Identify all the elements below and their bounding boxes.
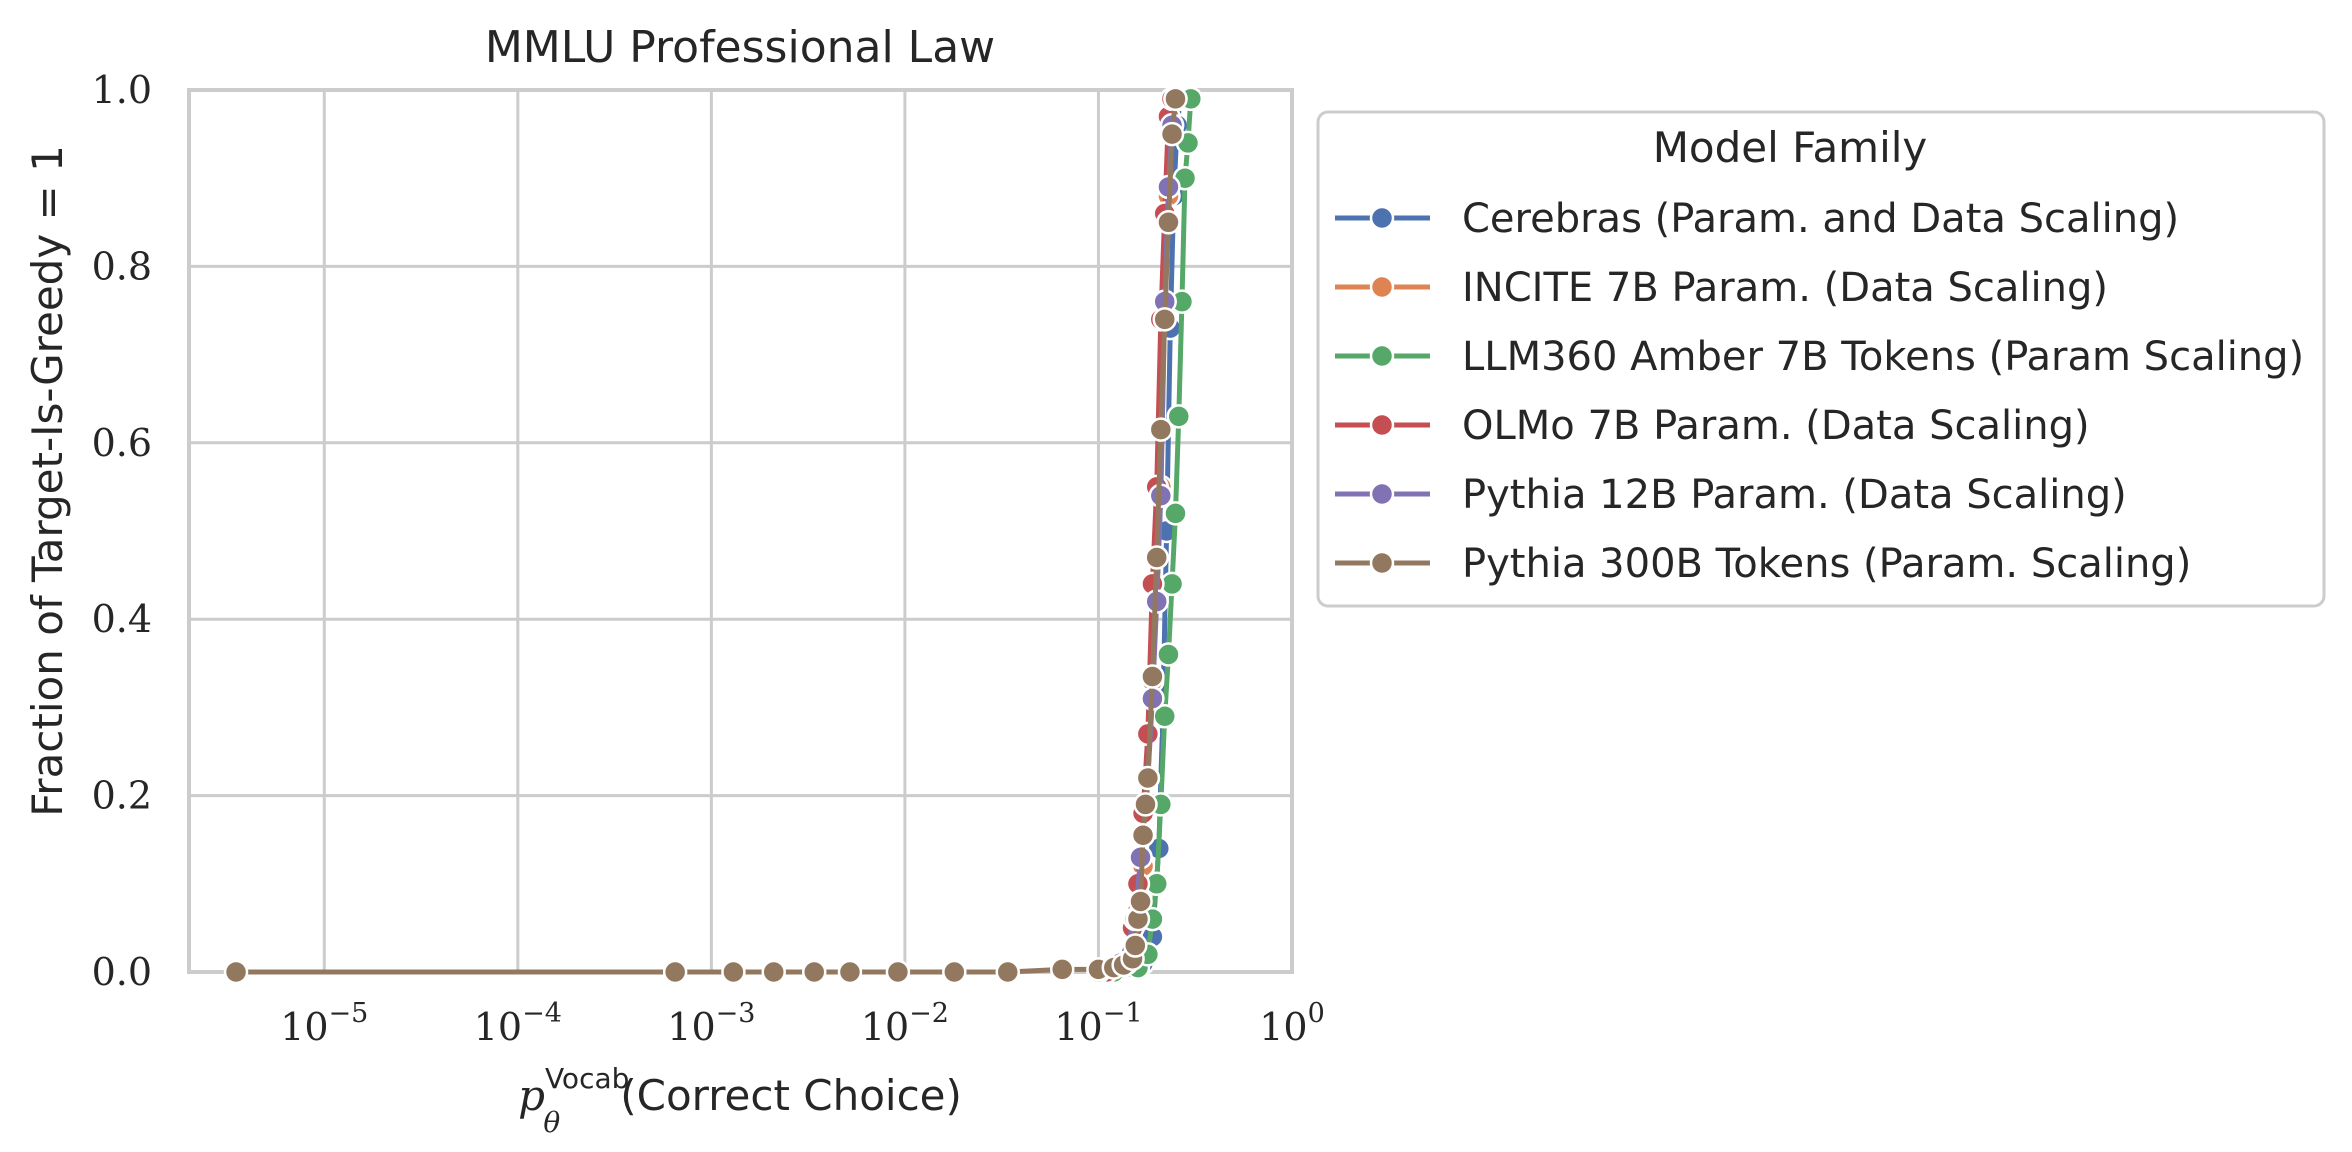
- legend-item: OLMo 7B Param. (Data Scaling): [1335, 403, 2090, 449]
- y-axis-label: Fraction of Target-Is-Greedy = 1: [23, 145, 72, 817]
- legend-label: INCITE 7B Param. (Data Scaling): [1462, 265, 2108, 311]
- chart-title: MMLU Professional Law: [485, 22, 995, 73]
- legend-marker: [1369, 343, 1395, 369]
- data-point: [1140, 664, 1165, 689]
- x-axis-label-superscript: Vocab: [545, 1062, 629, 1095]
- data-point: [1144, 545, 1169, 570]
- y-tick-label: 0.6: [92, 421, 152, 465]
- y-tick-label: 0.0: [92, 950, 152, 994]
- legend-item: LLM360 Amber 7B Tokens (Param Scaling): [1335, 334, 2304, 380]
- x-tick-label: 10−2: [861, 998, 949, 1049]
- y-tick-label: 0.2: [92, 774, 152, 818]
- legend-item: Pythia 300B Tokens (Param. Scaling): [1335, 541, 2191, 587]
- x-tick-label: 10−4: [474, 998, 562, 1049]
- legend-marker: [1369, 481, 1395, 507]
- legend-label: Pythia 300B Tokens (Param. Scaling): [1462, 541, 2191, 587]
- x-tick-label: 100: [1259, 998, 1325, 1049]
- x-tick-label: 10−5: [280, 998, 368, 1049]
- data-point: [1128, 889, 1153, 914]
- legend: Model Family Cerebras (Param. and Data S…: [1316, 110, 2326, 608]
- x-axis-label-base: p: [518, 1071, 545, 1120]
- data-point: [1163, 86, 1188, 112]
- y-tick-label: 0.8: [92, 244, 152, 288]
- data-point: [662, 959, 688, 985]
- legend-marker: [1369, 550, 1395, 576]
- x-axis-label: pVocab θ (Correct Choice): [518, 1062, 962, 1139]
- data-point: [1123, 933, 1148, 958]
- series-layer: [223, 86, 1204, 985]
- x-axis-label-subscript: θ: [543, 1106, 560, 1139]
- legend-label: LLM360 Amber 7B Tokens (Param Scaling): [1462, 334, 2304, 380]
- data-point: [1163, 501, 1188, 526]
- legend-label: Cerebras (Param. and Data Scaling): [1462, 196, 2179, 242]
- data-point: [942, 959, 967, 985]
- x-axis-label-rest: (Correct Choice): [620, 1071, 962, 1120]
- data-point: [1148, 417, 1174, 442]
- legend-marker: [1369, 274, 1395, 300]
- data-point: [1159, 121, 1185, 147]
- data-point: [1049, 957, 1075, 982]
- legend-marker: [1369, 412, 1395, 438]
- data-point: [1156, 210, 1181, 235]
- y-tick-label: 0.4: [92, 597, 152, 641]
- data-point: [1152, 307, 1177, 332]
- data-point: [1133, 792, 1158, 817]
- x-tick-label: 10−1: [1054, 998, 1142, 1049]
- legend-item: INCITE 7B Param. (Data Scaling): [1335, 265, 2108, 311]
- data-point: [885, 959, 911, 985]
- data-point: [801, 959, 827, 985]
- data-point: [761, 959, 786, 985]
- legend-item: Pythia 12B Param. (Data Scaling): [1335, 472, 2127, 518]
- data-point: [837, 959, 863, 985]
- series-6: [223, 86, 1188, 985]
- data-point: [1156, 642, 1181, 667]
- data-point: [721, 959, 746, 985]
- x-tick-label: 10−3: [667, 998, 755, 1049]
- data-point: [1166, 404, 1192, 429]
- data-point: [1130, 823, 1156, 848]
- legend-frame: [1316, 110, 2326, 608]
- data-point: [223, 959, 249, 985]
- plot-frame: [187, 88, 1294, 974]
- series-line: [236, 98, 1178, 975]
- legend-marker: [1369, 205, 1395, 231]
- data-point: [1135, 765, 1161, 791]
- grid: [189, 88, 1294, 974]
- data-point: [995, 959, 1021, 985]
- legend-item: Cerebras (Param. and Data Scaling): [1335, 196, 2179, 242]
- y-tick-label: 1.0: [92, 68, 152, 112]
- tick-labels: 10−5 10−4 10−3 10−2 10−1 100 0.0 0.2 0.4 0.6 0.8 1.…: [92, 68, 1325, 1049]
- legend-title: Model Family: [1653, 123, 1928, 172]
- legend-items: Cerebras (Param. and Data Scaling) INCITE…: [1335, 196, 2304, 587]
- legend-label: OLMo 7B Param. (Data Scaling): [1462, 403, 2090, 449]
- legend-label: Pythia 12B Param. (Data Scaling): [1462, 472, 2127, 518]
